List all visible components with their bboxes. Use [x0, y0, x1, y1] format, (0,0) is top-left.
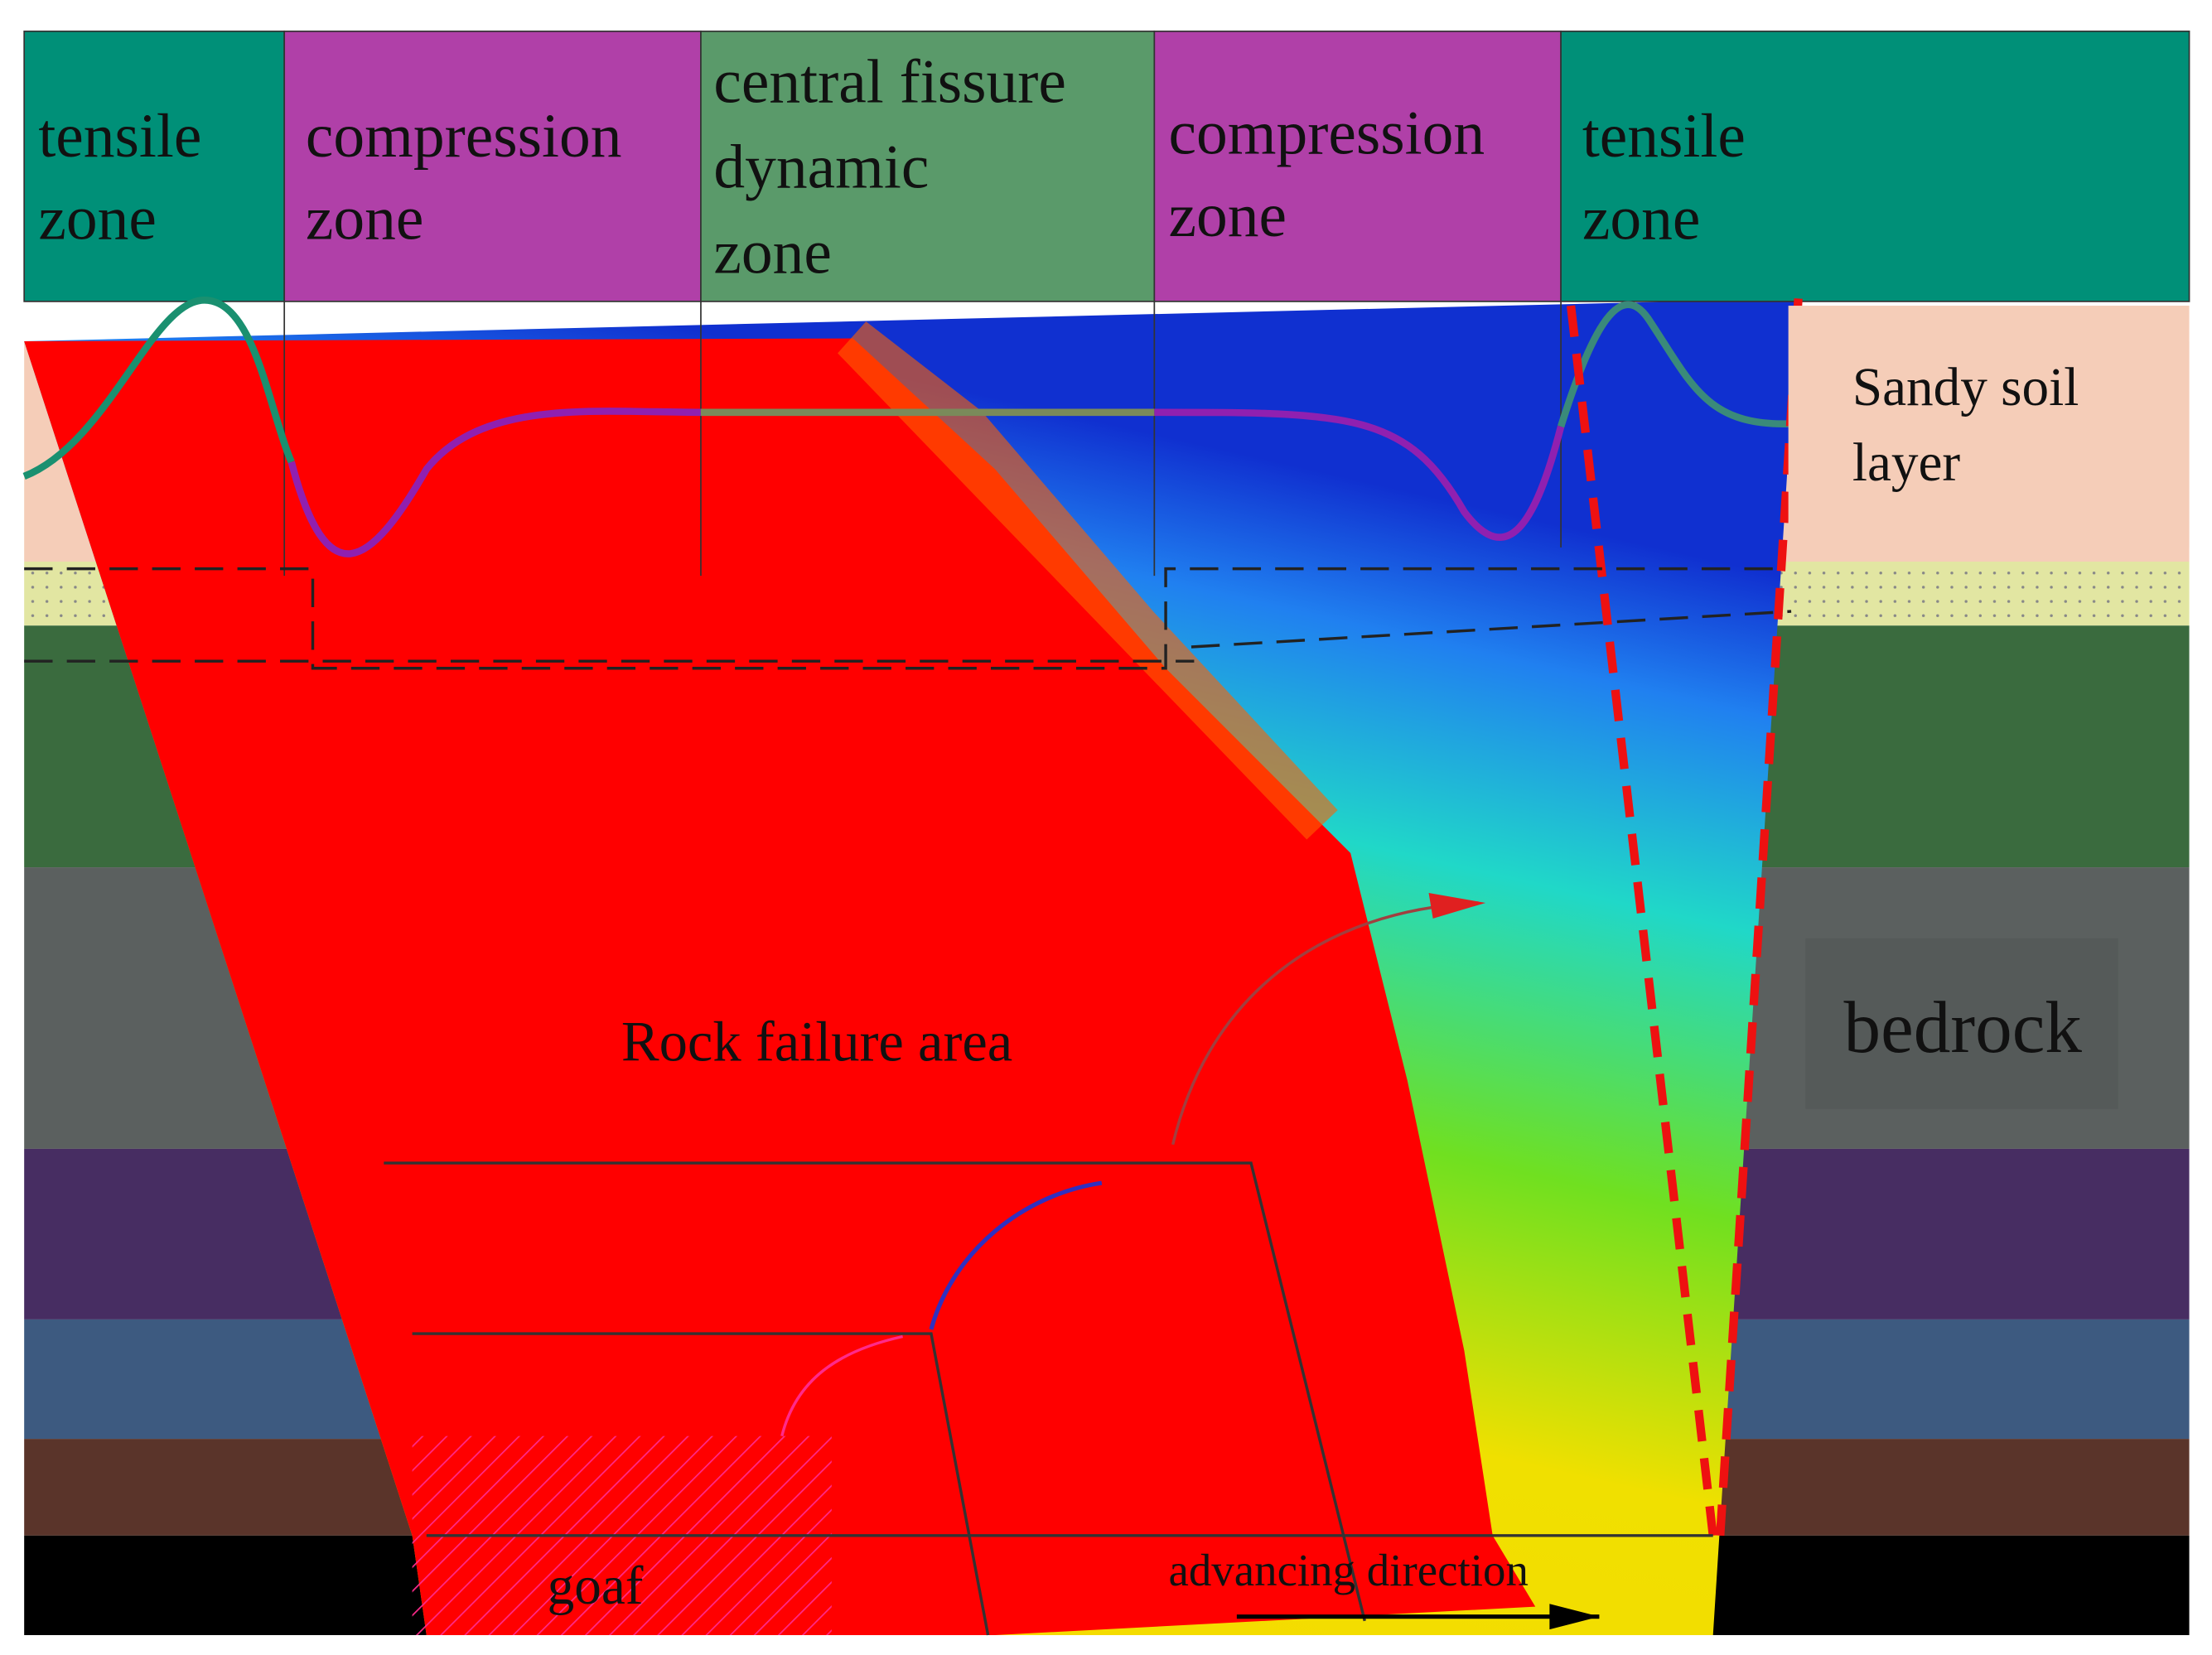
area-label: goaf — [548, 1556, 644, 1616]
zone-label: compression — [306, 102, 622, 171]
area-label: Rock failure area — [621, 1010, 1012, 1073]
direction-label: advancing direction — [1169, 1545, 1529, 1595]
curves — [22, 297, 1803, 1636]
zone-label: zone — [1582, 184, 1701, 253]
zone-label: tensile — [1582, 102, 1746, 171]
zone-label: zone — [713, 219, 832, 287]
layer-label: layer — [1852, 433, 1961, 493]
bedrock-box — [1805, 938, 2118, 1109]
zone-label: compression — [1169, 99, 1485, 167]
zone-label: zone — [306, 184, 424, 253]
zone-label: tensile — [38, 102, 201, 171]
sandy-soil-box — [1788, 306, 2190, 548]
layer-label: Sandy soil — [1852, 358, 2079, 417]
layer-label: bedrock — [1844, 987, 2083, 1069]
simulation-field — [24, 298, 1799, 1635]
zone-label: zone — [1169, 181, 1287, 250]
zone-label: zone — [38, 184, 157, 253]
zone-header — [23, 30, 2190, 577]
zone-label: central fissure — [713, 48, 1065, 117]
zone-label: dynamic — [713, 133, 929, 202]
